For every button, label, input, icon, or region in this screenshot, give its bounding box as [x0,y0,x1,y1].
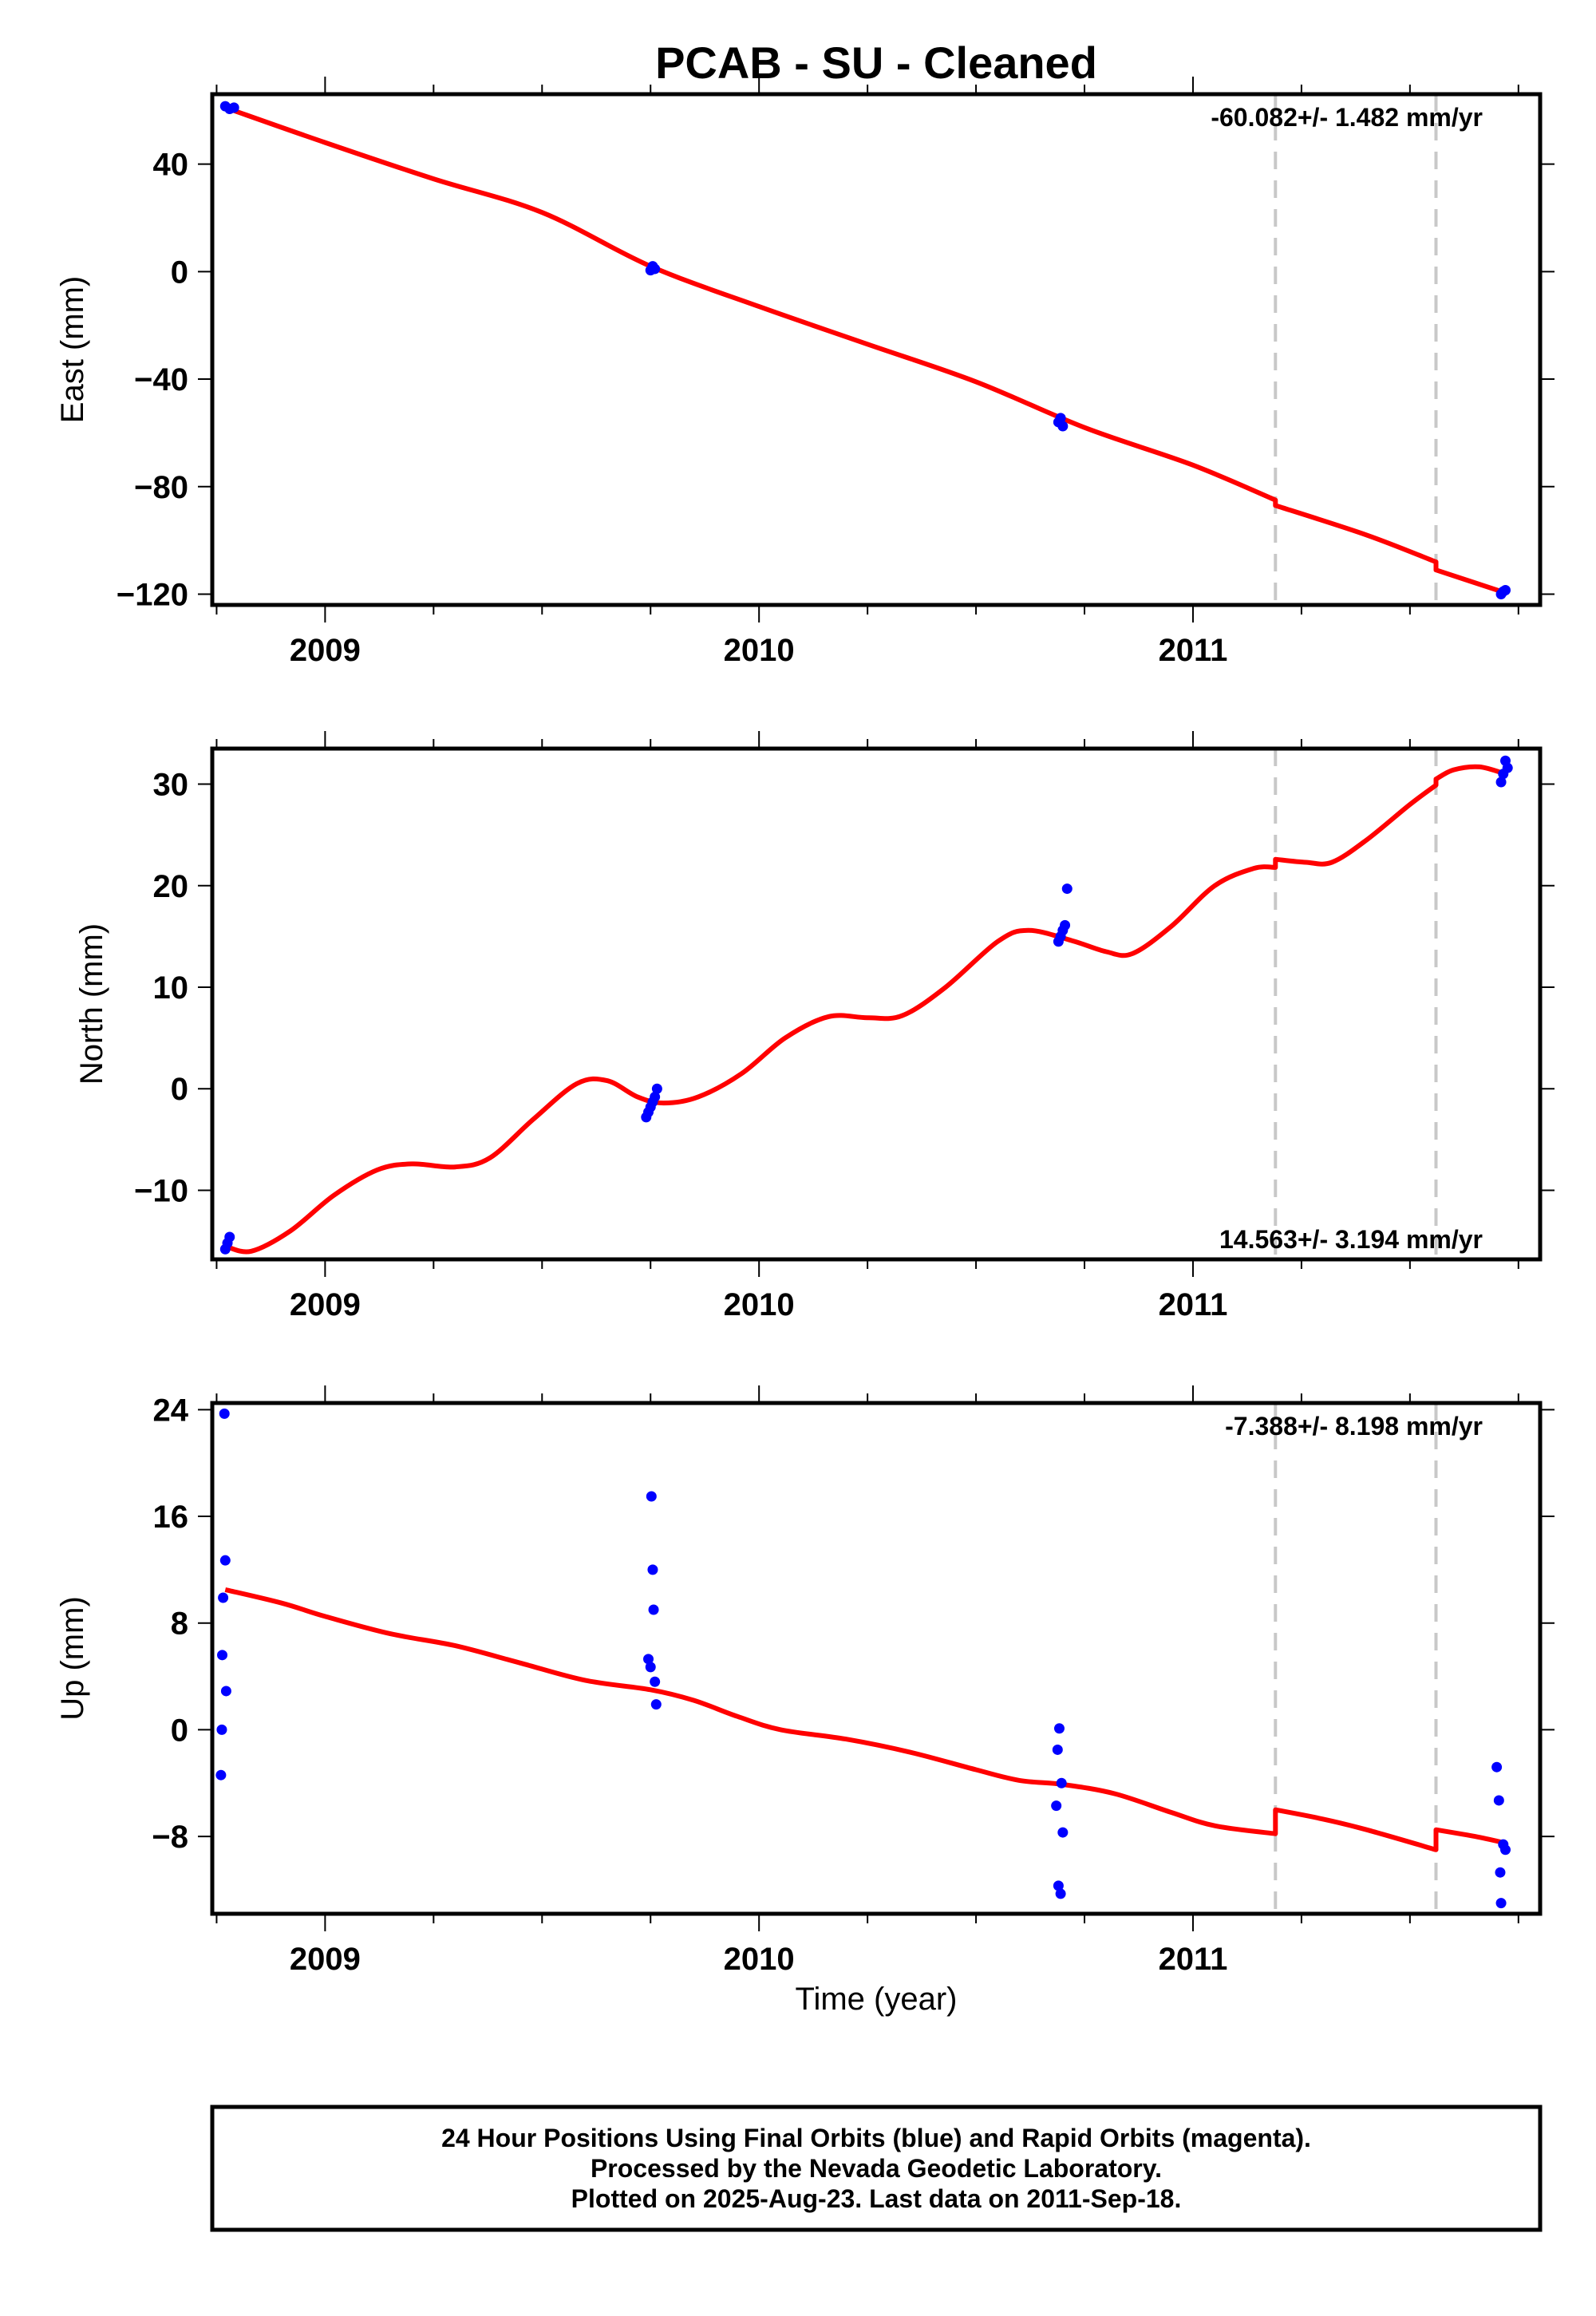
up-y-tick-label: 0 [171,1713,188,1748]
panel-east: 2009 2010 2011 40 0 −40 −80 −120 East (mm) -60.08… [55,77,1555,668]
up-data-point [1051,1800,1062,1812]
north-data-point [1495,777,1507,788]
north-x-tick-label: 2011 [1159,1287,1228,1322]
up-x-tick-label: 2011 [1159,1942,1228,1977]
east-model-line [224,105,1507,595]
north-y-tick-label: −10 [134,1173,188,1208]
east-x-tick-label: 2009 [290,633,361,668]
up-data-point [219,1408,230,1419]
north-rate-label: 14.563+/- 3.194 mm/yr [1219,1225,1483,1254]
north-data-point [224,1231,235,1243]
up-data-point [216,1724,227,1735]
north-y-tick-label: 0 [171,1072,188,1107]
up-y-tick-label: 24 [153,1393,189,1428]
north-data-point [1061,883,1073,895]
up-data-point [1056,1777,1067,1788]
up-plot-area [212,1403,1540,1914]
east-y-tick-label: 0 [171,255,188,290]
north-x-tick-label: 2010 [724,1287,795,1322]
up-data-point [1053,1880,1064,1891]
footer-box: 24 Hour Positions Using Final Orbits (bl… [210,2105,1543,2232]
north-model-line [224,764,1507,1255]
north-y-tick-label: 10 [153,970,189,1006]
up-data-point [648,1604,659,1615]
footer-line-1: 24 Hour Positions Using Final Orbits (bl… [441,2124,1311,2152]
footer-line-3: Plotted on 2025-Aug-23. Last data on 201… [571,2184,1182,2213]
up-data-point [645,1662,656,1673]
east-y-axis-label: East (mm) [55,276,90,423]
up-y-tick-label: −8 [152,1820,188,1855]
east-data-point [1055,413,1066,424]
x-axis-label: Time (year) [796,1982,958,2017]
up-y-axis-label: Up (mm) [55,1596,90,1721]
panel-up: 2009 2010 2011 24 16 8 0 −8 Up (mm) -7.388+/- 8.1… [55,1385,1555,1977]
up-rate-label: -7.388+/- 8.198 mm/yr [1225,1412,1483,1441]
east-y-tick-label: −80 [134,470,188,505]
up-data-point [650,1699,662,1710]
north-frame [210,746,1543,1262]
up-data-point [1052,1744,1063,1755]
footer-line-2: Processed by the Nevada Geodetic Laborat… [591,2154,1162,2183]
up-data-point [1495,1898,1507,1909]
north-data-point [651,1083,662,1094]
east-x-tick-label: 2011 [1159,633,1228,668]
up-data-point [1495,1867,1506,1878]
up-data-point [643,1654,654,1665]
up-data-point [646,1491,657,1502]
east-y-tick-label: 40 [153,148,189,183]
north-data-layer [219,749,1513,1259]
east-data-point [228,102,239,113]
east-y-tick-label: −120 [117,578,188,613]
north-y-axis-label: North (mm) [74,923,109,1085]
up-x-tick-label: 2010 [724,1942,795,1977]
east-x-tick-label: 2010 [724,633,795,668]
up-data-point [218,1592,229,1603]
up-data-point [215,1769,227,1780]
up-data-point [219,1555,231,1566]
east-frame [210,92,1543,607]
north-plot-area [212,749,1540,1259]
north-data-point [1060,919,1071,931]
north-x-tick-label: 2009 [290,1287,361,1322]
up-data-point [220,1686,231,1697]
up-y-tick-label: 8 [171,1607,188,1642]
up-data-point [650,1676,661,1687]
north-data-point [1502,762,1513,773]
up-y-tick-label: 16 [153,1500,189,1535]
east-rate-label: -60.082+/- 1.482 mm/yr [1211,103,1483,132]
east-data-point [1499,584,1511,595]
up-data-point [1493,1795,1504,1806]
up-frame [210,1401,1543,1916]
east-data-point [650,263,661,275]
up-data-point [1055,1888,1066,1899]
north-y-tick-label: 30 [153,768,189,803]
east-data-layer [219,94,1511,605]
figure-title: PCAB - SU - Cleaned [655,38,1097,88]
up-data-point [217,1650,228,1661]
up-x-tick-label: 2009 [290,1942,361,1977]
up-model-line [224,1587,1507,1852]
up-data-point [1491,1761,1503,1773]
up-data-point [1499,1844,1511,1856]
up-data-point [1057,1827,1069,1838]
up-data-point [647,1564,658,1575]
north-y-tick-label: 20 [153,869,189,904]
east-data-point [1057,421,1069,432]
up-data-point [1053,1723,1065,1734]
east-y-tick-label: −40 [134,362,188,397]
north-data-point [650,1091,661,1102]
up-data-layer [215,1403,1511,1914]
